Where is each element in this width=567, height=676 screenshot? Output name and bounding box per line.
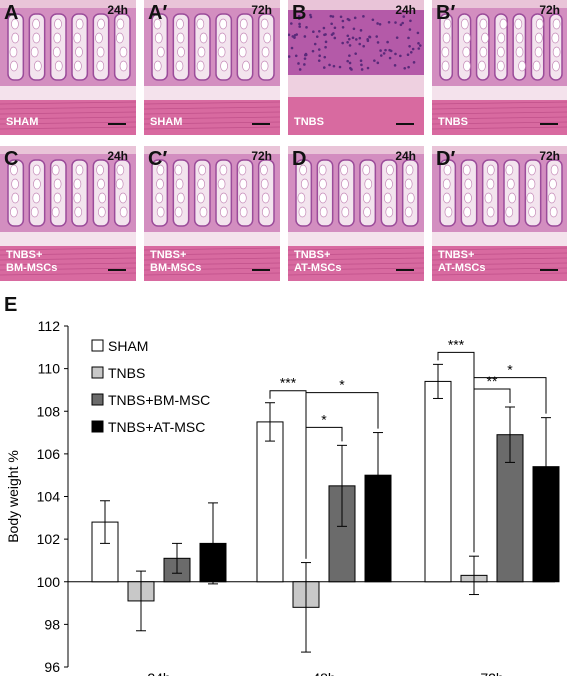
histology-panel: D 24h TNBS+ AT-MSCs (288, 146, 424, 281)
chart-panel-label: E (4, 294, 18, 316)
scale-bar (252, 269, 270, 271)
y-tick-label: 104 (37, 489, 61, 505)
histology-panel: C′ 72h TNBS+ BM-MSCs (144, 146, 280, 281)
y-axis-label: Body weight % (5, 450, 21, 543)
panel-condition-label: TNBS (294, 116, 324, 128)
significance-label: * (339, 377, 345, 393)
significance-bracket (305, 392, 379, 559)
panel-condition-label: SHAM (150, 116, 183, 128)
legend-swatch (91, 393, 104, 406)
panel-time-label: 24h (107, 3, 128, 17)
panel-condition-label: TNBS (438, 116, 468, 128)
panel-label: D (292, 148, 307, 170)
y-tick-label: 102 (37, 531, 61, 547)
x-tick-label: 24h (147, 670, 170, 676)
significance-bracket (473, 377, 547, 553)
panel-label: C′ (148, 148, 168, 170)
y-tick-label: 108 (37, 403, 61, 419)
panel-time-label: 72h (539, 3, 560, 17)
scale-bar (252, 123, 270, 125)
tissue-image (288, 146, 424, 281)
tissue-image (0, 146, 136, 281)
scale-bar (108, 269, 126, 271)
legend-label: SHAM (108, 338, 148, 354)
tissue-image (0, 0, 136, 135)
tissue-image (432, 0, 567, 135)
panel-label: D′ (436, 148, 456, 170)
scale-bar (396, 269, 414, 271)
panel-label: A′ (148, 2, 168, 24)
scale-bar (396, 123, 414, 125)
y-tick-label: 98 (44, 616, 60, 632)
bar (256, 421, 284, 583)
x-tick-label: 72h (480, 670, 503, 676)
x-tick-label: 48h (312, 670, 335, 676)
tissue-image (144, 146, 280, 281)
significance-label: * (507, 362, 513, 378)
histology-panel: D′ 72h TNBS+ AT-MSCs (432, 146, 567, 281)
panel-condition-label: TNBS+ BM-MSCs (6, 249, 58, 274)
scale-bar (540, 269, 558, 271)
tissue-image (144, 0, 280, 135)
panel-time-label: 24h (395, 149, 416, 163)
panel-time-label: 24h (395, 3, 416, 17)
legend-label: TNBS (108, 365, 145, 381)
panel-label: A (4, 2, 19, 24)
histology-panel: C 24h TNBS+ BM-MSCs (0, 146, 136, 281)
significance-label: * (321, 411, 327, 427)
panel-time-label: 72h (251, 3, 272, 17)
legend-swatch (91, 366, 104, 379)
panel-condition-label: TNBS+ AT-MSCs (438, 249, 486, 274)
panel-label: B′ (436, 2, 456, 24)
panel-time-label: 24h (107, 149, 128, 163)
panel-condition-label: SHAM (6, 116, 39, 128)
legend-swatch (91, 339, 104, 352)
bar (424, 380, 452, 583)
panel-label: B (292, 2, 307, 24)
tissue-image (288, 0, 424, 135)
y-tick-label: 100 (37, 574, 61, 590)
histology-panel: B′ 72h TNBS (432, 0, 567, 135)
body-weight-chart: 96 98 100 102 104 106 108 110 112 Body weight % 24… (5, 318, 560, 676)
panel-time-label: 72h (251, 149, 272, 163)
legend-swatch (91, 420, 104, 433)
panel-label: C (4, 148, 19, 170)
panel-time-label: 72h (539, 149, 560, 163)
y-tick-label: 110 (38, 361, 61, 377)
panel-condition-label: TNBS+ AT-MSCs (294, 249, 342, 274)
legend-label: TNBS+AT-MSC (108, 419, 205, 435)
y-tick-label: 112 (38, 318, 61, 334)
significance-label: ** (487, 373, 498, 389)
y-tick-label: 96 (44, 659, 60, 675)
panel-condition-label: TNBS+ BM-MSCs (150, 249, 202, 274)
histology-panel: A′ 72h SHAM (144, 0, 280, 135)
legend-label: TNBS+BM-MSC (108, 392, 210, 408)
y-tick-label: 106 (37, 446, 61, 462)
histology-panel: A 24h SHAM (0, 0, 136, 135)
significance-label: *** (448, 336, 465, 352)
histology-panel: B 24h TNBS (288, 0, 424, 135)
scale-bar (540, 123, 558, 125)
tissue-image (432, 146, 567, 281)
significance-label: *** (280, 375, 297, 391)
scale-bar (108, 123, 126, 125)
